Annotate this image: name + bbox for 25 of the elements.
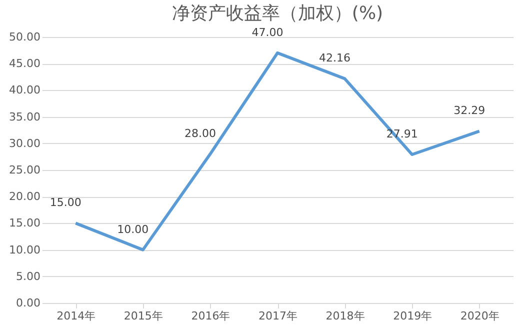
y-tick-label: 50.00 [9,30,40,44]
x-tick-label: 2020年 [460,310,500,322]
y-tick-label: 0.00 [16,296,40,310]
chart-title: 净资产收益率（加权）(%) [172,2,384,24]
x-tick-label: 2014年 [56,310,96,322]
y-tick-label: 30.00 [9,136,40,150]
y-tick-label: 25.00 [9,164,40,176]
y-tick-label: 15.00 [9,216,40,230]
x-tick-label: 2018年 [326,310,365,322]
y-tick-label: 45.00 [9,57,40,70]
y-tick-label: 40.00 [9,84,40,97]
data-label: 42.16 [319,52,351,65]
x-tick-label: 2016年 [191,310,230,322]
y-tick-label: 20.00 [9,190,40,204]
data-label: 28.00 [184,127,216,140]
y-tick-label: 35.00 [9,110,40,124]
y-tick-label: 5.00 [16,270,40,283]
data-label: 15.00 [50,196,82,210]
data-label: 32.29 [454,104,486,118]
x-tick-label: 2015年 [124,310,163,322]
data-label: 47.00 [252,26,284,39]
x-tick-label: 2017年 [258,310,298,322]
x-tick-label: 2019年 [393,310,432,322]
y-tick-label: 10.00 [9,243,40,256]
data-label: 10.00 [117,222,149,236]
